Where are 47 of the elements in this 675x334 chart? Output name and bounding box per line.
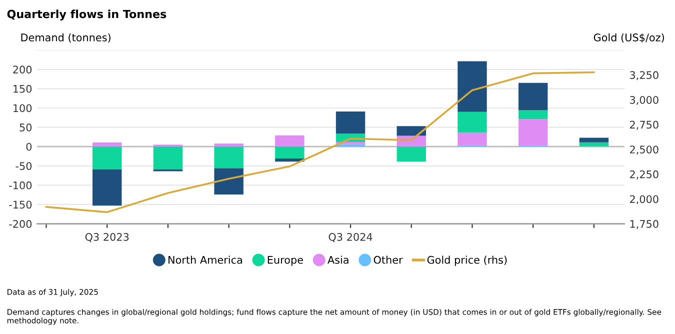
x-tick-label: Q3 2023 — [85, 232, 129, 242]
chart-title: Quarterly flows in Tonnes — [7, 10, 166, 20]
bar — [214, 146, 244, 168]
bar — [579, 142, 609, 146]
bar — [92, 169, 122, 206]
y-tick-label: -200 — [9, 220, 32, 228]
x-tick-label: Q3 2024 — [328, 232, 372, 242]
bar — [396, 126, 426, 136]
bar — [275, 135, 304, 147]
line-series — [45, 71, 595, 214]
y-tick-label: 200 — [13, 66, 32, 74]
legend-label: Asia — [328, 256, 348, 264]
bar — [214, 144, 244, 147]
bar — [579, 138, 609, 142]
bar — [518, 82, 548, 110]
bar — [153, 146, 183, 170]
y2-tick-label: 3,250 — [630, 71, 658, 80]
y2-tick-label: 1,750 — [630, 220, 658, 229]
bar — [518, 110, 548, 120]
y2-axis-title: Gold (US$/oz) — [594, 33, 664, 43]
y2-tick-label: 2,500 — [630, 146, 658, 155]
y2-tick-label: 2,250 — [630, 170, 658, 180]
legend-label: Europe — [268, 256, 303, 266]
y-tick-label: -50 — [16, 162, 32, 170]
bar — [518, 119, 548, 146]
y-tick-label: 100 — [14, 104, 32, 112]
legend-label: North America — [168, 256, 242, 264]
bar — [275, 146, 304, 159]
bar — [92, 146, 122, 170]
bar — [396, 146, 426, 162]
y-tick-label: -100 — [9, 181, 32, 190]
bar — [458, 112, 487, 133]
y-tick-label: 50 — [20, 124, 32, 132]
legend-label: Other — [374, 256, 403, 264]
y-tick-label: 150 — [14, 84, 32, 93]
y2-tick-label: 2,000 — [630, 195, 658, 204]
y2-tick-label: 3,000 — [630, 96, 658, 105]
bar — [336, 111, 366, 134]
y2-tick-label: 2,750 — [630, 120, 658, 130]
y-tick-label: -150 — [9, 200, 32, 209]
bar — [458, 132, 487, 146]
y-axis-title: Demand (tonnes) — [21, 33, 110, 43]
legend-label: Gold price (rhs) — [427, 256, 507, 266]
bar — [214, 168, 244, 194]
bar — [92, 142, 122, 147]
bar — [458, 61, 487, 112]
y-tick-label: 0 — [26, 142, 32, 151]
